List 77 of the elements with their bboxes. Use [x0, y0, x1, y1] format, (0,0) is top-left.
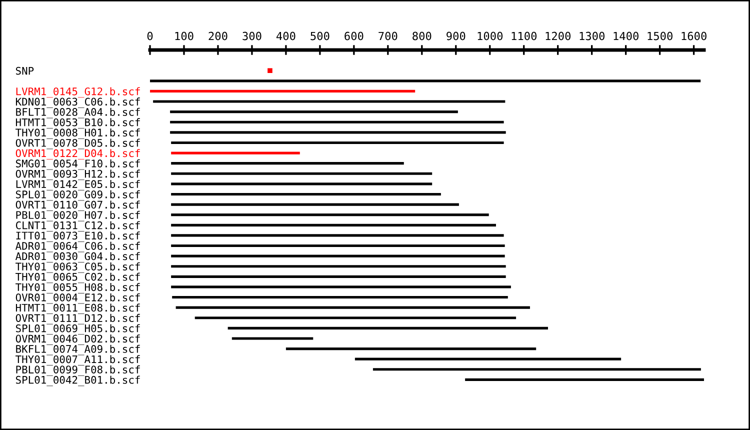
bar: [465, 378, 704, 381]
x-tick-label: 300: [242, 32, 262, 40]
x-tick-label: 100: [175, 32, 194, 40]
y-tick-label: OVR01_0004_E12.b.scf: [16, 293, 140, 304]
y-tick-label: ITT01_0073_E10.b.scf: [16, 231, 140, 242]
bar: [171, 172, 432, 175]
bar: [172, 296, 508, 299]
bar: [170, 110, 458, 114]
x-tick-label: 1300: [580, 32, 604, 40]
y-tick-label: SPL01_0020_G09.b.scf: [16, 190, 140, 201]
x-tick-label: 1500: [648, 32, 672, 40]
y-tick-label: KDN01_0063_C06.b.scf: [16, 98, 140, 108]
y-tick-label: ADR01_0064_C06.b.scf: [15, 242, 140, 252]
x-tick-label: 500: [310, 32, 330, 40]
x-tick-label: 200: [208, 32, 228, 40]
x-tick-label: 1000: [478, 32, 503, 40]
bar: [228, 326, 548, 330]
y-tick-label: SMG01_0054_F10.b.scf: [16, 159, 140, 170]
bar: [286, 348, 536, 350]
x-tick-label: 800: [412, 32, 432, 40]
y-tick-label: HTMT1_0011_E08.b.scf: [16, 304, 140, 314]
bar: [171, 265, 506, 268]
bar: [171, 224, 496, 226]
bar: [372, 368, 701, 371]
bar: [194, 316, 516, 320]
x-tick-label: 0: [147, 32, 153, 40]
x-tick-label: 1400: [614, 32, 638, 40]
x-tick-label: 1100: [512, 32, 537, 40]
bar: [171, 234, 504, 237]
y-tick-label: THY01_0055_H08.b.scf: [16, 283, 140, 294]
x-tick-label: 600: [344, 32, 364, 40]
y-tick-label: BFLT1_0028_A04.b.scf: [16, 108, 140, 118]
y-tick-label: OVRT1_0110_G07.b.scf: [16, 200, 140, 211]
bar: [171, 152, 300, 154]
bar: [171, 286, 511, 288]
y-tick-label: THY01_0063_C05.b.scf: [16, 262, 140, 273]
x-tick-label: 1200: [546, 32, 571, 40]
y-tick-label: ADR01_0030_G04.b.scf: [15, 252, 140, 262]
bar: [171, 182, 432, 186]
bar: [171, 162, 404, 165]
bar: [171, 214, 489, 216]
y-tick-label: SNP: [16, 66, 34, 75]
x-tick-label: 900: [446, 32, 466, 40]
x-tick-label: 1600: [682, 32, 706, 40]
bar: [153, 100, 506, 103]
y-tick-label: OVRT1_0111_D12.b.scf: [16, 314, 140, 324]
y-tick-label: OVRT1_0078_D05.b.scf: [16, 138, 140, 150]
y-tick-label: OVRM1_0122_D04.b.scf: [16, 149, 140, 160]
y-tick-label: SPL01_0042_B01.b.scf: [16, 376, 140, 386]
y-tick-label: THY01_0007_A11.b.scf: [16, 355, 140, 366]
y-tick-label: OVRM1_0093_H12.b.scf: [16, 170, 140, 180]
bar: [176, 306, 530, 309]
bar: [150, 90, 416, 92]
bar: [170, 120, 504, 124]
bar: [171, 203, 459, 206]
y-tick-label: HTMT1_0053_B10.b.scf: [16, 118, 140, 129]
y-tick-label: OVRM1_0046_D02.b.scf: [16, 334, 140, 345]
bar: [170, 131, 506, 134]
bar: [171, 141, 504, 144]
y-tick-label: THY01_0065_C02.b.scf: [16, 272, 140, 284]
y-tick-label: LVRM1_0145_G12.b.scf: [16, 87, 140, 98]
bar: [150, 80, 701, 82]
bar: [171, 192, 441, 196]
y-tick-label: SPL01_0069_H05.b.scf: [16, 324, 140, 335]
y-tick-label: THY01_0008_H01.b.scf: [16, 128, 140, 139]
x-tick-label: 400: [276, 32, 296, 40]
bar: [232, 337, 314, 340]
y-tick-label: PBL01_0020_H07.b.scf: [16, 210, 140, 222]
bar: [171, 275, 506, 278]
bar: [171, 244, 505, 248]
y-tick-label: CLNT1_0131_C12.b.scf: [16, 221, 140, 232]
y-tick-label: LVRM1_0142_E05.b.scf: [16, 180, 140, 190]
bar: [171, 254, 505, 258]
x-tick-label: 700: [378, 32, 398, 40]
bar: [354, 358, 622, 360]
y-tick-label: BKFL1_0074_A09.b.scf: [16, 344, 140, 356]
y-tick-label: PBL01_0099_F08.b.scf: [16, 365, 140, 376]
